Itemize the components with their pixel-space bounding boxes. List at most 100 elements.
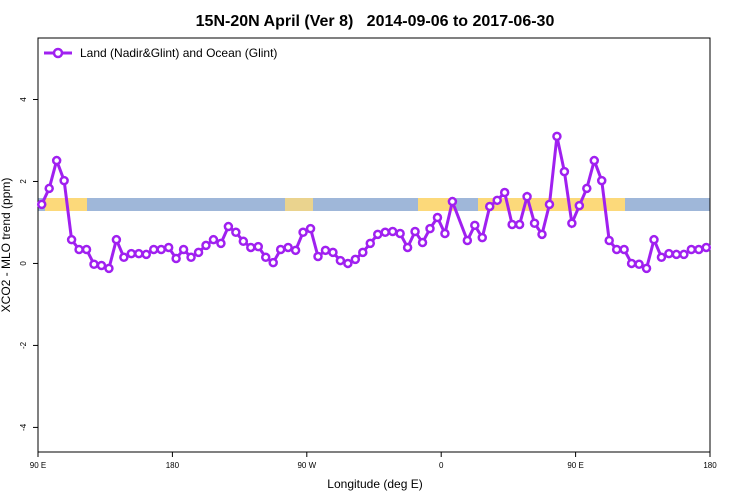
data-point bbox=[447, 196, 458, 207]
data-point bbox=[81, 244, 92, 255]
x-tick-label: 90 W bbox=[297, 461, 316, 470]
y-axis-label: XCO2 - MLO trend (ppm) bbox=[0, 178, 13, 313]
data-point bbox=[582, 183, 592, 194]
data-point bbox=[253, 241, 264, 252]
data-point bbox=[701, 242, 712, 253]
data-point bbox=[231, 227, 241, 238]
data-point bbox=[425, 223, 435, 234]
data-point bbox=[134, 248, 144, 259]
data-point bbox=[604, 235, 614, 246]
data-point bbox=[514, 219, 525, 230]
data-point bbox=[567, 218, 577, 229]
data-point bbox=[44, 183, 54, 194]
y-tick-label: 2 bbox=[19, 179, 28, 184]
data-point bbox=[201, 240, 211, 251]
data-point bbox=[320, 245, 331, 256]
data-point bbox=[589, 155, 600, 166]
data-point bbox=[679, 249, 689, 260]
y-tick-label: 0 bbox=[19, 261, 28, 266]
data-point bbox=[275, 244, 286, 255]
data-point bbox=[104, 263, 114, 274]
data-point bbox=[246, 242, 256, 253]
data-point bbox=[290, 245, 301, 256]
data-point bbox=[484, 201, 495, 212]
data-point bbox=[402, 242, 413, 253]
data-point bbox=[656, 252, 667, 263]
data-point bbox=[171, 253, 181, 264]
data-point bbox=[694, 244, 704, 255]
land-patch bbox=[418, 198, 456, 211]
data-point bbox=[350, 254, 361, 265]
data-point bbox=[671, 249, 682, 260]
data-point bbox=[343, 258, 353, 269]
data-point bbox=[537, 229, 547, 240]
data-point bbox=[223, 221, 234, 232]
data-point bbox=[141, 249, 152, 260]
data-point bbox=[529, 218, 540, 229]
data-point bbox=[380, 227, 390, 238]
data-point bbox=[59, 175, 69, 186]
data-point bbox=[552, 131, 562, 142]
data-point bbox=[395, 228, 405, 239]
data-point bbox=[358, 247, 368, 258]
data-point bbox=[410, 226, 420, 237]
data-point bbox=[186, 252, 196, 263]
data-point bbox=[634, 259, 644, 270]
data-point bbox=[313, 251, 323, 262]
data-point bbox=[686, 244, 697, 255]
data-point bbox=[440, 228, 450, 239]
data-point bbox=[111, 234, 122, 245]
data-point bbox=[74, 244, 84, 255]
data-point bbox=[626, 258, 637, 269]
x-axis-label: Longitude (deg E) bbox=[327, 477, 422, 491]
x-tick-label: 180 bbox=[166, 461, 180, 470]
data-point bbox=[619, 244, 629, 255]
data-point bbox=[462, 235, 473, 246]
data-point bbox=[238, 236, 249, 247]
data-point bbox=[417, 237, 428, 248]
land-patch bbox=[285, 198, 313, 211]
data-point bbox=[499, 187, 510, 198]
legend-marker bbox=[52, 47, 64, 59]
data-point bbox=[156, 244, 166, 255]
data-point bbox=[477, 232, 488, 243]
data-point bbox=[89, 259, 99, 270]
data-point bbox=[470, 220, 480, 231]
x-tick-label: 0 bbox=[439, 461, 444, 470]
data-point bbox=[507, 219, 517, 230]
data-point bbox=[522, 191, 532, 202]
data-point bbox=[126, 248, 137, 259]
data-point bbox=[559, 166, 570, 177]
data-point bbox=[649, 234, 659, 245]
data-point bbox=[119, 252, 129, 263]
data-point bbox=[178, 244, 189, 255]
data-point bbox=[328, 247, 338, 258]
data-point bbox=[372, 229, 383, 240]
data-point bbox=[216, 238, 226, 249]
data-point bbox=[51, 155, 62, 166]
data-point bbox=[492, 195, 502, 206]
y-tick-label: -2 bbox=[19, 341, 28, 349]
x-tick-label: 180 bbox=[703, 461, 717, 470]
data-point bbox=[268, 257, 278, 268]
data-point bbox=[305, 223, 316, 234]
data-point bbox=[283, 242, 293, 253]
data-point bbox=[611, 244, 622, 255]
chart-title: 15N-20N April (Ver 8) 2014-09-06 to 2017… bbox=[196, 13, 555, 30]
data-point bbox=[208, 234, 219, 245]
map-strip bbox=[38, 198, 710, 211]
data-point bbox=[163, 242, 174, 253]
data-point bbox=[36, 199, 47, 210]
data-point bbox=[365, 238, 376, 249]
x-tick-label: 90 E bbox=[30, 461, 46, 470]
data-point bbox=[298, 227, 308, 238]
data-point bbox=[574, 200, 585, 211]
data-point bbox=[193, 247, 204, 258]
data-point bbox=[641, 263, 652, 274]
data-point bbox=[260, 252, 271, 263]
y-tick-label: 4 bbox=[19, 97, 28, 102]
y-tick-label: -4 bbox=[19, 423, 28, 431]
data-point bbox=[596, 175, 607, 186]
legend-label: Land (Nadir&Glint) and Ocean (Glint) bbox=[80, 46, 277, 60]
